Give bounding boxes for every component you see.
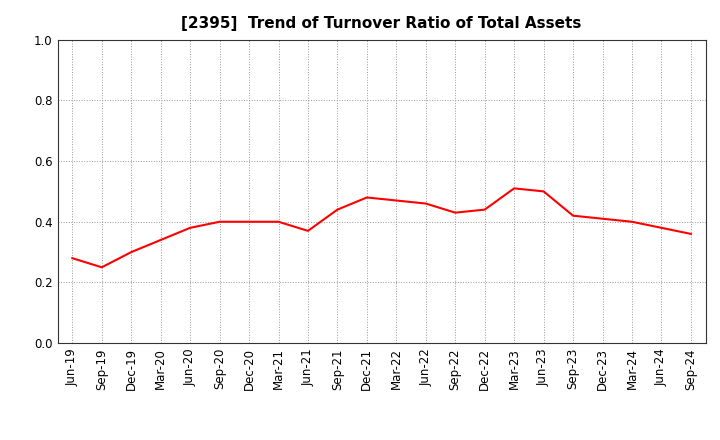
Title: [2395]  Trend of Turnover Ratio of Total Assets: [2395] Trend of Turnover Ratio of Total … (181, 16, 582, 32)
